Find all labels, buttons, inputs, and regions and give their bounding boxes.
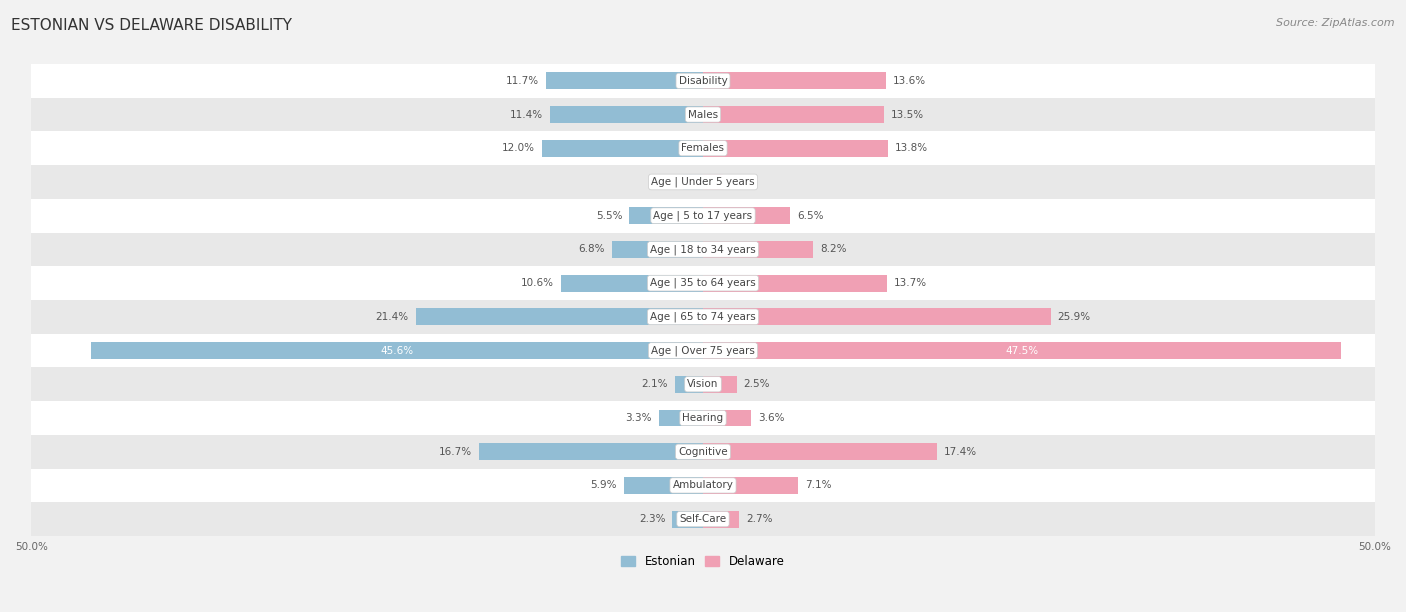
Bar <box>703 140 889 157</box>
Bar <box>416 308 703 325</box>
Bar <box>550 106 703 123</box>
Bar <box>683 174 703 190</box>
Text: 1.5%: 1.5% <box>730 177 756 187</box>
Text: 13.5%: 13.5% <box>891 110 924 119</box>
Text: 10.6%: 10.6% <box>520 278 554 288</box>
Bar <box>703 477 799 494</box>
Text: 12.0%: 12.0% <box>502 143 536 153</box>
Legend: Estonian, Delaware: Estonian, Delaware <box>616 550 790 573</box>
Bar <box>31 64 1375 98</box>
Text: Hearing: Hearing <box>682 413 724 423</box>
Text: 21.4%: 21.4% <box>375 312 409 322</box>
Text: 17.4%: 17.4% <box>943 447 977 457</box>
Text: 11.4%: 11.4% <box>510 110 543 119</box>
Bar <box>703 376 737 393</box>
Text: Age | 5 to 17 years: Age | 5 to 17 years <box>654 211 752 221</box>
Text: Disability: Disability <box>679 76 727 86</box>
Text: 2.1%: 2.1% <box>641 379 668 389</box>
Text: Source: ZipAtlas.com: Source: ZipAtlas.com <box>1277 18 1395 28</box>
Text: Age | 18 to 34 years: Age | 18 to 34 years <box>650 244 756 255</box>
Bar <box>541 140 703 157</box>
Bar <box>546 72 703 89</box>
Text: 13.7%: 13.7% <box>894 278 927 288</box>
Bar <box>703 106 884 123</box>
Text: 7.1%: 7.1% <box>806 480 831 490</box>
Bar <box>703 207 790 224</box>
Bar <box>31 266 1375 300</box>
Bar <box>624 477 703 494</box>
Bar <box>703 511 740 528</box>
Text: 2.3%: 2.3% <box>638 514 665 524</box>
Text: 8.2%: 8.2% <box>820 244 846 255</box>
Bar <box>703 174 723 190</box>
Text: Cognitive: Cognitive <box>678 447 728 457</box>
Text: 3.3%: 3.3% <box>626 413 652 423</box>
Text: ESTONIAN VS DELAWARE DISABILITY: ESTONIAN VS DELAWARE DISABILITY <box>11 18 292 34</box>
Text: Vision: Vision <box>688 379 718 389</box>
Text: 2.5%: 2.5% <box>744 379 770 389</box>
Bar <box>478 443 703 460</box>
Text: Age | 65 to 74 years: Age | 65 to 74 years <box>650 312 756 322</box>
Text: Age | Over 75 years: Age | Over 75 years <box>651 345 755 356</box>
Text: Age | Under 5 years: Age | Under 5 years <box>651 177 755 187</box>
Bar <box>628 207 703 224</box>
Text: 6.5%: 6.5% <box>797 211 824 221</box>
Text: 2.7%: 2.7% <box>747 514 772 524</box>
Text: 16.7%: 16.7% <box>439 447 472 457</box>
Text: 1.5%: 1.5% <box>650 177 676 187</box>
Text: 45.6%: 45.6% <box>380 346 413 356</box>
Bar <box>703 275 887 291</box>
Text: 5.9%: 5.9% <box>591 480 617 490</box>
Text: Ambulatory: Ambulatory <box>672 480 734 490</box>
Text: Self-Care: Self-Care <box>679 514 727 524</box>
Bar <box>31 435 1375 469</box>
Text: 13.8%: 13.8% <box>896 143 928 153</box>
Text: 47.5%: 47.5% <box>1005 346 1039 356</box>
Bar <box>561 275 703 291</box>
Bar <box>658 409 703 427</box>
Bar <box>31 367 1375 401</box>
Bar <box>612 241 703 258</box>
Text: 25.9%: 25.9% <box>1057 312 1091 322</box>
Bar <box>675 376 703 393</box>
Bar <box>703 342 1341 359</box>
Text: 6.8%: 6.8% <box>578 244 605 255</box>
Bar <box>31 334 1375 367</box>
Bar <box>703 409 751 427</box>
Bar <box>31 132 1375 165</box>
Bar <box>703 72 886 89</box>
Bar <box>31 199 1375 233</box>
Bar <box>31 502 1375 536</box>
Text: Males: Males <box>688 110 718 119</box>
Bar <box>31 401 1375 435</box>
Bar <box>703 241 813 258</box>
Bar <box>90 342 703 359</box>
Bar <box>703 443 936 460</box>
Text: 3.6%: 3.6% <box>758 413 785 423</box>
Bar <box>703 308 1050 325</box>
Bar <box>31 165 1375 199</box>
Text: Females: Females <box>682 143 724 153</box>
Bar <box>31 98 1375 132</box>
Text: 5.5%: 5.5% <box>596 211 623 221</box>
Bar <box>31 469 1375 502</box>
Bar <box>31 300 1375 334</box>
Bar <box>672 511 703 528</box>
Text: Age | 35 to 64 years: Age | 35 to 64 years <box>650 278 756 288</box>
Text: 13.6%: 13.6% <box>893 76 925 86</box>
Text: 11.7%: 11.7% <box>506 76 538 86</box>
Bar <box>31 233 1375 266</box>
